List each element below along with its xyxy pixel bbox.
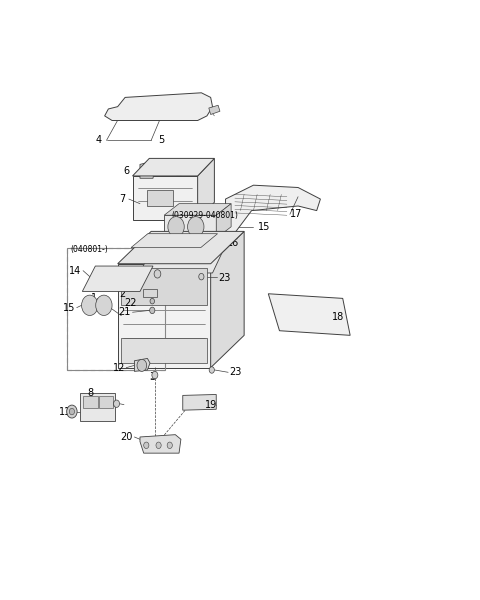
Circle shape <box>69 409 74 415</box>
Text: 15: 15 <box>62 302 75 313</box>
Polygon shape <box>211 232 244 368</box>
Bar <box>147 190 173 206</box>
Text: 20: 20 <box>120 432 132 442</box>
Polygon shape <box>131 233 217 248</box>
Circle shape <box>150 298 155 304</box>
Circle shape <box>167 442 172 449</box>
Text: 2: 2 <box>119 289 125 299</box>
Text: 19: 19 <box>205 400 217 410</box>
Circle shape <box>209 367 215 373</box>
Circle shape <box>137 359 147 371</box>
Circle shape <box>144 442 149 449</box>
Text: 6: 6 <box>124 166 130 176</box>
Circle shape <box>168 217 184 237</box>
Text: 11: 11 <box>59 407 71 416</box>
Circle shape <box>114 400 120 407</box>
Circle shape <box>154 270 161 278</box>
Polygon shape <box>140 162 155 178</box>
Polygon shape <box>140 434 181 453</box>
Circle shape <box>175 165 183 176</box>
Polygon shape <box>164 203 231 215</box>
Polygon shape <box>216 203 231 238</box>
Text: 3: 3 <box>149 372 156 382</box>
Polygon shape <box>183 394 216 410</box>
Circle shape <box>156 442 161 449</box>
Text: 14: 14 <box>69 266 82 275</box>
Text: 5: 5 <box>158 136 165 145</box>
Circle shape <box>82 295 98 316</box>
Text: 9: 9 <box>141 268 147 278</box>
Polygon shape <box>134 358 150 371</box>
Text: 8: 8 <box>87 388 94 398</box>
Polygon shape <box>132 158 215 176</box>
Circle shape <box>152 371 158 379</box>
Polygon shape <box>83 266 153 292</box>
Text: 23: 23 <box>229 367 241 377</box>
Bar <box>121 338 207 363</box>
Bar <box>121 268 207 305</box>
Text: 21: 21 <box>118 307 131 317</box>
Circle shape <box>177 167 181 173</box>
Polygon shape <box>226 185 321 245</box>
Text: (040801-): (040801-) <box>71 245 108 254</box>
Circle shape <box>188 217 204 237</box>
Bar <box>143 289 156 298</box>
Text: 10: 10 <box>103 400 115 410</box>
Polygon shape <box>198 158 215 220</box>
Polygon shape <box>140 245 226 273</box>
Polygon shape <box>81 393 115 421</box>
Text: 15: 15 <box>258 222 270 232</box>
Text: 12: 12 <box>113 362 125 373</box>
Polygon shape <box>118 264 211 368</box>
Bar <box>67 248 165 370</box>
Text: 4: 4 <box>96 136 102 145</box>
Text: 1: 1 <box>91 293 97 304</box>
Polygon shape <box>164 215 216 238</box>
Text: 18: 18 <box>332 312 344 322</box>
Polygon shape <box>132 176 198 220</box>
Text: 7: 7 <box>119 194 125 204</box>
Text: (030929-040801): (030929-040801) <box>172 211 239 220</box>
Text: (030929-040801): (030929-040801) <box>166 234 233 243</box>
Circle shape <box>199 274 204 280</box>
Text: 23: 23 <box>218 272 230 283</box>
Circle shape <box>150 307 155 314</box>
Polygon shape <box>209 105 220 115</box>
Text: 14: 14 <box>170 247 182 257</box>
Circle shape <box>96 295 112 316</box>
Bar <box>67 248 165 370</box>
Text: 22: 22 <box>124 298 136 308</box>
Circle shape <box>67 405 77 418</box>
Text: 17: 17 <box>290 209 302 219</box>
Bar <box>84 397 97 408</box>
Polygon shape <box>118 232 244 264</box>
Bar <box>99 397 113 408</box>
Polygon shape <box>268 294 350 335</box>
Polygon shape <box>105 93 213 121</box>
Text: 13: 13 <box>190 166 203 176</box>
Text: 16: 16 <box>228 238 240 248</box>
